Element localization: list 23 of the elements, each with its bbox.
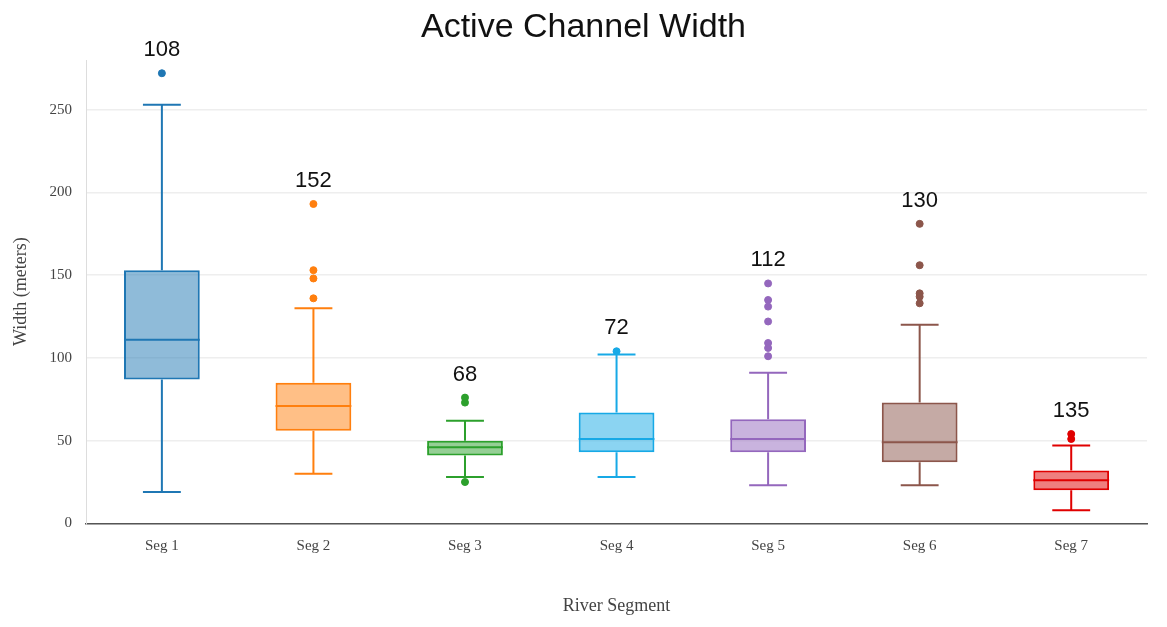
x-tick-label: Seg 1 [145,537,179,554]
y-tick-label: 100 [49,348,73,365]
y-tick-label: 150 [49,266,73,283]
annotation: 108 [143,36,181,62]
x-tick-label: Seg 3 [448,537,482,554]
annotation: 72 [604,314,629,340]
x-tick-label: Seg 6 [902,537,938,554]
chart-title: Active Channel Width [420,6,747,44]
annotation: 68 [452,360,478,386]
x-tick-label: Seg 2 [296,537,331,554]
annotation: 135 [1052,397,1090,423]
annotation: 152 [295,167,332,193]
x-tick-label: Seg 5 [751,537,785,554]
annotation: 130 [901,186,939,212]
x-axis-title: River Segment [562,594,671,615]
y-axis-title: Width (meters) [9,237,31,347]
y-tick-label: 250 [49,100,73,117]
y-tick-label: 0 [64,514,73,531]
y-tick-label: 50 [57,431,73,448]
x-tick-label: Seg 4 [599,537,634,554]
annotation: 112 [750,246,786,272]
y-tick-label: 200 [49,183,73,200]
x-tick-label: Seg 7 [1054,537,1089,554]
